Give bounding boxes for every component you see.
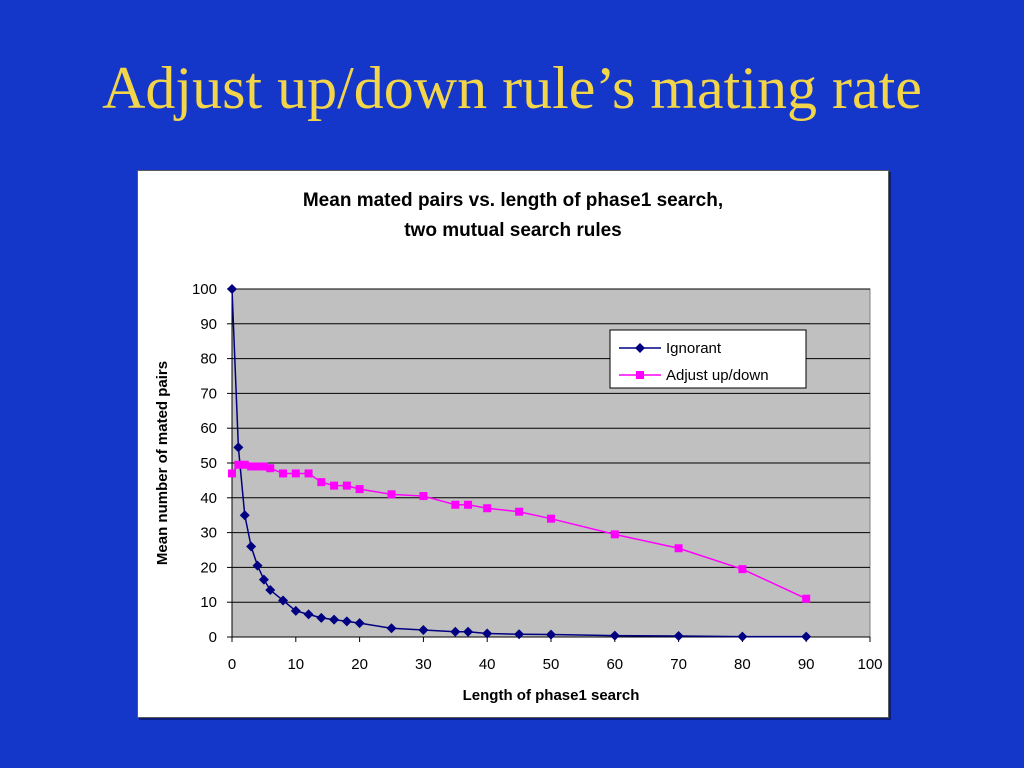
y-tick-label: 40 xyxy=(200,490,217,507)
y-tick-label: 100 xyxy=(192,281,217,298)
data-point-adjust-up-down xyxy=(738,565,747,574)
x-tick-label: 50 xyxy=(543,656,560,673)
data-point-ignorant xyxy=(737,631,748,642)
y-axis-label: Mean number of mated pairs xyxy=(154,361,171,565)
y-tick-label: 10 xyxy=(200,594,217,611)
data-point-ignorant xyxy=(252,560,263,571)
data-point-adjust-up-down xyxy=(451,500,460,509)
data-point-adjust-up-down xyxy=(674,544,683,553)
data-point-adjust-up-down xyxy=(387,490,396,499)
data-point-adjust-up-down xyxy=(355,485,364,494)
data-point-ignorant xyxy=(341,616,352,627)
legend-marker-adjust xyxy=(636,371,644,379)
chart-title-line-1: Mean mated pairs vs. length of phase1 se… xyxy=(303,190,723,211)
y-tick-label: 50 xyxy=(200,455,217,472)
data-point-ignorant xyxy=(609,630,620,641)
x-tick-label: 20 xyxy=(351,656,368,673)
y-tick-label: 0 xyxy=(209,629,217,646)
x-tick-label: 60 xyxy=(606,656,623,673)
x-tick-label: 10 xyxy=(287,656,304,673)
legend-label-ignorant: Ignorant xyxy=(666,340,722,357)
x-tick-label: 100 xyxy=(857,656,882,673)
chart-panel: Mean mated pairs vs. length of phase1 se… xyxy=(137,170,889,718)
legend-label-adjust: Adjust up/down xyxy=(666,367,769,384)
data-point-ignorant xyxy=(278,595,289,606)
chart-svg: Mean mated pairs vs. length of phase1 se… xyxy=(154,190,883,704)
data-point-adjust-up-down xyxy=(234,460,243,469)
data-point-adjust-up-down xyxy=(259,462,268,471)
x-tick-label: 90 xyxy=(798,656,815,673)
data-point-ignorant xyxy=(233,442,244,453)
data-point-ignorant xyxy=(227,284,237,294)
data-point-adjust-up-down xyxy=(279,469,288,478)
legend-marker-ignorant xyxy=(635,343,645,353)
series-layer xyxy=(227,284,812,642)
y-tick-label: 80 xyxy=(200,351,217,368)
data-point-ignorant xyxy=(450,626,461,637)
data-point-ignorant xyxy=(354,618,365,629)
data-point-ignorant xyxy=(303,609,314,620)
data-point-ignorant xyxy=(482,628,493,639)
slide-title: Adjust up/down rule’s mating rate xyxy=(102,55,922,121)
data-point-ignorant xyxy=(290,605,301,616)
data-point-ignorant xyxy=(673,630,684,641)
x-axis-label: Length of phase1 search xyxy=(463,687,640,704)
data-point-adjust-up-down xyxy=(228,469,236,478)
data-point-ignorant xyxy=(386,623,397,634)
data-point-adjust-up-down xyxy=(464,500,473,509)
chart-title-line-2: two mutual search rules xyxy=(404,220,622,241)
data-point-adjust-up-down xyxy=(253,462,262,471)
x-tick-label: 30 xyxy=(415,656,432,673)
data-point-ignorant xyxy=(246,541,257,552)
data-point-adjust-up-down xyxy=(291,469,300,478)
data-point-ignorant xyxy=(514,629,525,640)
grid-lines xyxy=(232,288,870,603)
data-point-adjust-up-down xyxy=(610,530,619,539)
data-point-ignorant xyxy=(329,614,340,625)
data-point-adjust-up-down xyxy=(802,594,811,603)
x-tick-label: 0 xyxy=(228,656,236,673)
y-tick-labels: 0 10 20 30 40 50 60 70 80 90 100 xyxy=(192,281,217,646)
data-point-ignorant xyxy=(258,574,269,585)
y-tick-label: 60 xyxy=(200,420,217,437)
data-point-adjust-up-down xyxy=(266,464,275,473)
data-point-ignorant xyxy=(463,626,474,637)
data-point-ignorant xyxy=(265,585,276,596)
x-tick-label: 70 xyxy=(670,656,687,673)
data-point-adjust-up-down xyxy=(317,478,326,487)
data-point-adjust-up-down xyxy=(483,504,492,513)
x-tick-labels: 0 10 20 30 40 50 60 70 80 90 100 xyxy=(228,656,883,673)
data-point-adjust-up-down xyxy=(342,481,351,490)
x-tick-label: 40 xyxy=(479,656,496,673)
y-tick-label: 20 xyxy=(200,559,217,576)
data-point-ignorant xyxy=(801,631,812,642)
data-point-ignorant xyxy=(418,625,429,636)
data-point-adjust-up-down xyxy=(547,514,555,523)
data-point-ignorant xyxy=(239,510,250,521)
data-point-adjust-up-down xyxy=(330,481,339,490)
legend: Ignorant Adjust up/down xyxy=(609,329,807,389)
data-point-adjust-up-down xyxy=(304,469,313,478)
y-tick-label: 90 xyxy=(200,316,217,333)
y-tick-label: 70 xyxy=(200,385,217,402)
y-tick-label: 30 xyxy=(200,525,217,542)
data-point-adjust-up-down xyxy=(240,460,249,469)
data-point-ignorant xyxy=(546,629,556,640)
data-point-adjust-up-down xyxy=(247,462,256,471)
x-tick-label: 80 xyxy=(734,656,751,673)
data-point-adjust-up-down xyxy=(419,492,428,501)
data-point-ignorant xyxy=(316,612,327,623)
data-point-adjust-up-down xyxy=(515,507,524,516)
